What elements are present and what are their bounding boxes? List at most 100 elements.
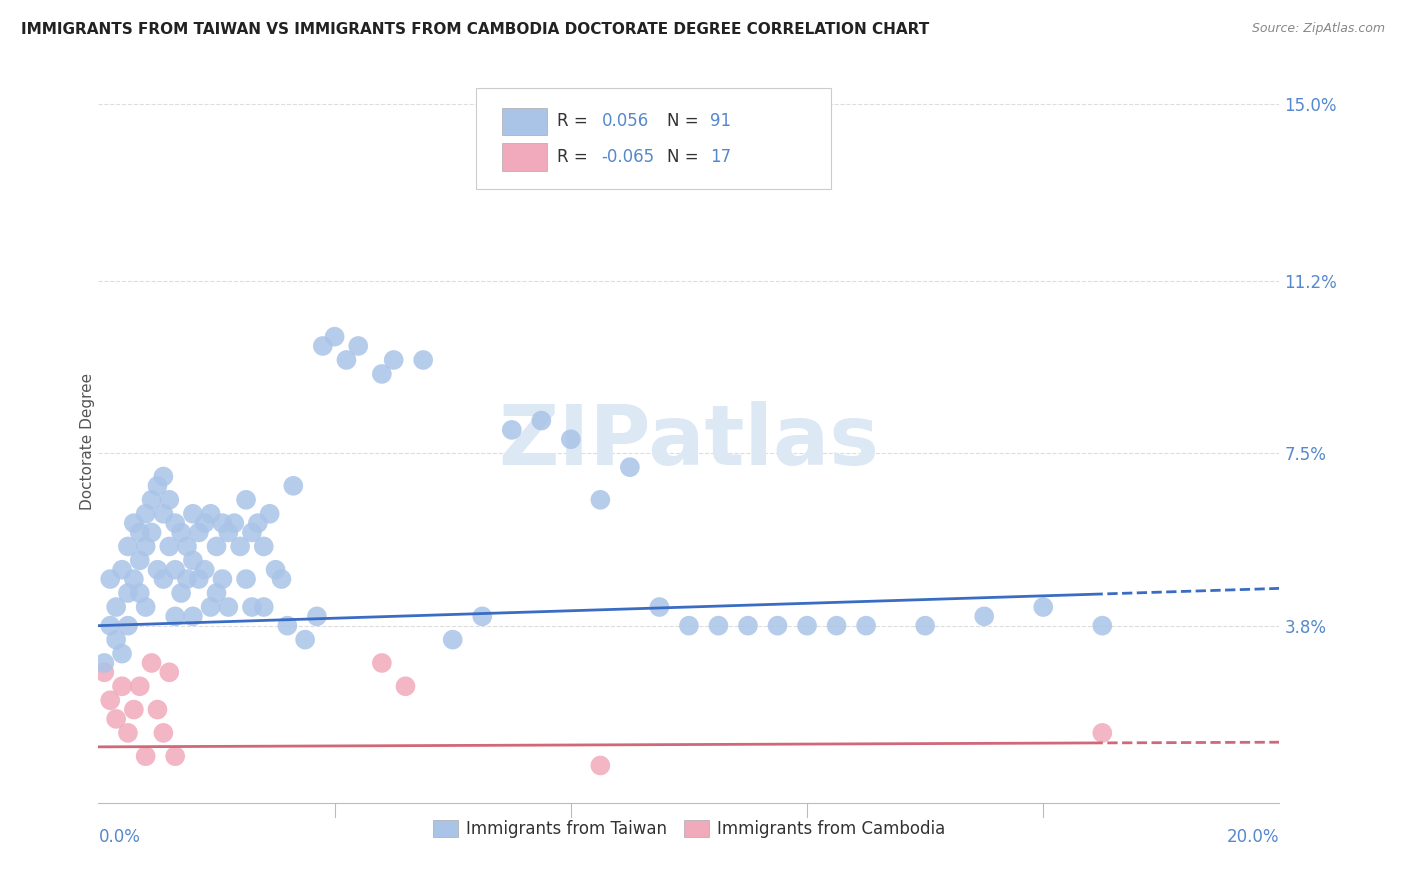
Point (111, 679, 134, 693)
Point (560, 432, 582, 446)
Point (128, 679, 150, 693)
Point (141, 525, 163, 540)
Point (394, 679, 416, 693)
Point (111, 647, 134, 661)
Point (176, 572, 198, 586)
Point (589, 758, 612, 772)
Point (105, 600, 128, 615)
Point (111, 563, 134, 577)
Point (146, 563, 169, 577)
Point (135, 540, 157, 554)
Text: ZIPatlas: ZIPatlas (499, 401, 879, 482)
Point (371, 656, 394, 670)
Point (128, 525, 150, 540)
Point (122, 516, 145, 530)
Point (98, 572, 121, 586)
Point (619, 460, 641, 475)
Point (648, 600, 671, 615)
Point (152, 469, 174, 483)
Point (98, 618, 121, 632)
Point (128, 586, 150, 600)
Point (152, 726, 174, 740)
Point (128, 553, 150, 567)
Point (1091, 618, 1114, 632)
Point (589, 492, 612, 507)
Point (165, 749, 187, 764)
Text: N =: N = (666, 112, 703, 130)
Point (825, 618, 848, 632)
Point (93, 656, 115, 670)
Point (211, 516, 233, 530)
Point (766, 618, 789, 632)
Point (347, 339, 370, 353)
Point (117, 726, 139, 740)
Point (157, 492, 180, 507)
Text: R =: R = (557, 112, 593, 130)
Point (335, 353, 357, 368)
Point (135, 749, 157, 764)
Point (1032, 600, 1054, 615)
Point (855, 618, 877, 632)
Point (253, 540, 276, 554)
Text: Source: ZipAtlas.com: Source: ZipAtlas.com (1251, 22, 1385, 36)
Legend: Immigrants from Taiwan, Immigrants from Cambodia: Immigrants from Taiwan, Immigrants from … (426, 814, 952, 845)
Point (194, 563, 217, 577)
FancyBboxPatch shape (477, 87, 831, 189)
Point (165, 563, 187, 577)
Point (93, 665, 115, 680)
Point (737, 618, 759, 632)
Point (371, 367, 394, 381)
Point (141, 492, 163, 507)
Point (914, 618, 936, 632)
Point (187, 525, 209, 540)
Point (165, 516, 187, 530)
Point (259, 507, 281, 521)
Point (165, 609, 187, 624)
Point (141, 656, 163, 670)
Point (264, 563, 287, 577)
Point (283, 479, 305, 493)
Point (181, 507, 204, 521)
Point (235, 492, 257, 507)
Text: 0.056: 0.056 (602, 112, 648, 130)
Point (240, 525, 263, 540)
Text: 20.0%: 20.0% (1227, 828, 1279, 846)
Point (117, 618, 139, 632)
Point (157, 665, 180, 680)
Point (98, 693, 121, 707)
Point (152, 572, 174, 586)
Point (501, 423, 523, 437)
Point (135, 507, 157, 521)
Point (240, 600, 263, 615)
Point (105, 712, 128, 726)
Point (217, 600, 239, 615)
Point (270, 572, 292, 586)
Text: N =: N = (666, 148, 703, 166)
Point (170, 586, 193, 600)
Bar (502, 108, 547, 136)
Text: -0.065: -0.065 (602, 148, 655, 166)
Text: 0.0%: 0.0% (98, 828, 141, 846)
Point (305, 609, 328, 624)
Point (796, 618, 818, 632)
Text: R =: R = (557, 148, 593, 166)
Point (117, 586, 139, 600)
Point (205, 540, 228, 554)
Point (200, 507, 222, 521)
Point (382, 353, 405, 368)
Text: IMMIGRANTS FROM TAIWAN VS IMMIGRANTS FROM CAMBODIA DOCTORATE DEGREE CORRELATION : IMMIGRANTS FROM TAIWAN VS IMMIGRANTS FRO… (21, 22, 929, 37)
Point (530, 413, 553, 427)
Point (471, 609, 494, 624)
Point (122, 572, 145, 586)
Point (152, 507, 174, 521)
Point (170, 525, 193, 540)
Point (176, 540, 198, 554)
Point (146, 479, 169, 493)
Y-axis label: Doctorate Degree: Doctorate Degree (80, 373, 94, 510)
Point (707, 618, 730, 632)
Point (294, 632, 316, 647)
Point (157, 540, 180, 554)
Point (1091, 726, 1114, 740)
Text: 17: 17 (710, 148, 731, 166)
Point (224, 516, 246, 530)
